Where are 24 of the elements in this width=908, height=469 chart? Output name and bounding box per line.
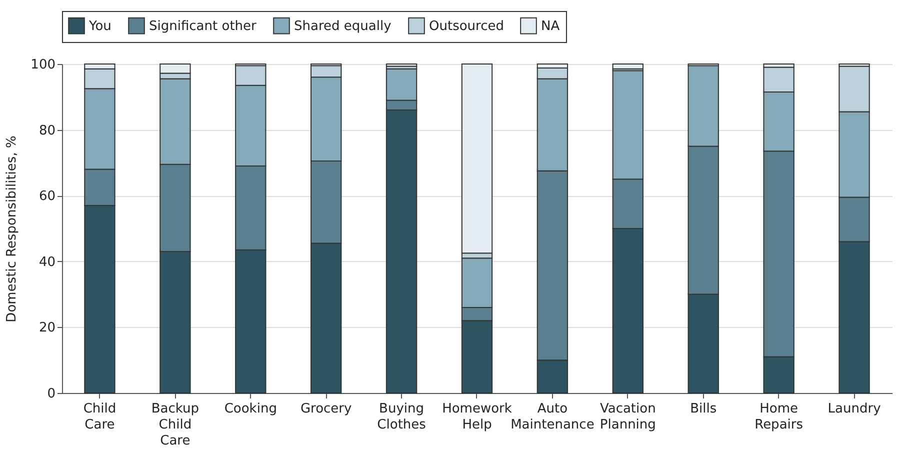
y-axis-title: Domestic Responsibilities, % [4,136,20,322]
x-tick-label: Homework Help [442,402,512,432]
x-tick-label: Laundry [828,402,882,416]
x-tick-label: Home Repairs [754,402,804,432]
y-tick-label: 20 [38,320,56,336]
bar [386,64,418,67]
x-tick-label: Bills [690,402,717,416]
x-tick-label: Cooking [224,402,277,416]
legend-label: Significant other [149,18,258,34]
x-tick-label: Backup Child Care [151,402,200,448]
legend-label: NA [541,18,560,34]
y-tick-label: 100 [30,58,56,72]
y-tick-label: 40 [38,254,56,270]
y-tick-label: 80 [38,123,56,138]
x-tick-label: Grocery [300,402,352,416]
x-tick-label: Child Care [83,402,116,432]
legend-label: You [88,18,112,34]
x-tick-label: Buying Clothes [377,402,426,432]
x-tick-label: Vacation Planning [600,402,656,432]
y-tick-label: 60 [38,189,56,204]
legend-label: Outsourced [429,18,504,34]
y-tick-label: 0 [47,386,56,402]
x-tick-label: Auto Maintenance [510,402,594,432]
legend-label: Shared equally [294,18,392,34]
